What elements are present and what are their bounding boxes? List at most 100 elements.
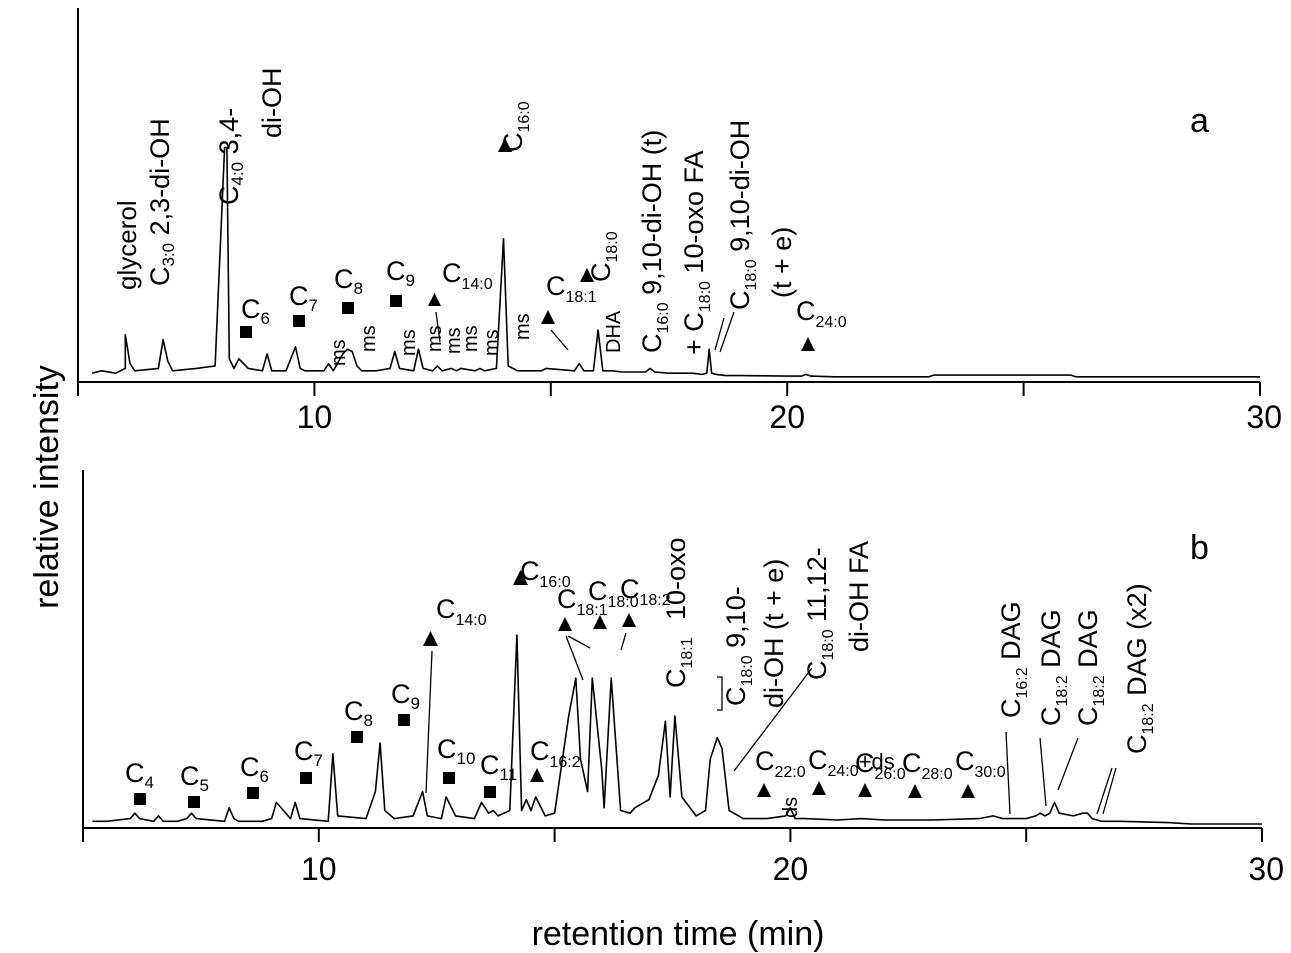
annot-a-c9: C9 — [386, 256, 415, 290]
triangle-marker — [530, 768, 544, 782]
triangle-marker — [541, 310, 555, 324]
leader-line — [435, 311, 441, 343]
y-axis-title: relative intensity — [28, 365, 66, 609]
square-marker — [188, 796, 200, 808]
leader-line — [1057, 737, 1079, 791]
leader-line — [550, 329, 569, 351]
leader-line — [620, 632, 627, 651]
annot-b-c22: C22:0 — [755, 746, 806, 781]
square-marker — [293, 315, 305, 327]
panel-b-trace — [92, 634, 1262, 825]
square-marker — [247, 787, 259, 799]
panel-b-x-ticks: 10 20 30 — [82, 828, 1284, 887]
annot-b-c8: C8 — [344, 696, 373, 730]
square-marker — [240, 326, 252, 338]
annot-b-c9: C9 — [391, 679, 420, 713]
annot-a-c18-1: C18:1 — [546, 271, 597, 306]
leader-line — [565, 635, 584, 681]
annot-dag-c16-2: C16:2 DAG — [996, 601, 1031, 718]
triangle-marker — [513, 570, 528, 585]
annot-ms: ms — [481, 329, 503, 356]
annot-c4-diOH-line2: di-OH — [257, 67, 287, 138]
annot-glycerol: glycerol — [112, 200, 142, 290]
leader-line — [1039, 737, 1047, 807]
panel-a-annotations: glycerol C3:0 2,3-di-OH C4:0 3,4- di-OH … — [112, 67, 847, 366]
annot-ds: ds — [780, 797, 802, 818]
annot-b-c6: C6 — [240, 752, 269, 786]
annot-ms: ms — [512, 313, 534, 340]
annot-c18-1112: C18:0 11,12- — [802, 547, 837, 680]
panel-b-label: b — [1190, 529, 1209, 567]
annot-a-c14: C14:0 — [442, 258, 493, 293]
x-tick-label: 10 — [301, 851, 337, 887]
annot-dag-x2: C18:2 DAG (x2) — [1122, 583, 1157, 754]
annot-oxo: 10-oxo — [661, 537, 691, 620]
annot-b-c18-1: C18:1 — [557, 584, 608, 619]
leader-line — [733, 667, 813, 772]
annot-ms: ms — [443, 327, 465, 354]
square-marker — [398, 714, 410, 726]
square-marker — [342, 302, 354, 314]
leader-line — [719, 311, 735, 353]
triangle-marker — [423, 631, 438, 646]
annot-ms: ms — [328, 339, 350, 366]
annot-b-c16-2: C16:2 — [530, 736, 581, 771]
leader-line — [567, 635, 591, 649]
triangle-marker — [622, 613, 636, 627]
annot-te: (t + e) — [767, 227, 797, 298]
triangle-marker — [428, 293, 441, 306]
leader-line — [714, 317, 725, 351]
triangle-marker — [812, 781, 826, 795]
annot-ms: ms — [424, 325, 446, 352]
leader-line — [1102, 767, 1117, 815]
annot-c18-910: C18:0 9,10- — [721, 586, 756, 706]
annot-dag-c18-2b: C18:2 DAG — [1073, 609, 1108, 726]
x-axis-title: retention time (min) — [532, 915, 825, 953]
square-marker — [484, 786, 496, 798]
x-tick-label: 30 — [1248, 851, 1284, 887]
panel-b: 10 20 30 — [82, 470, 1284, 887]
annot-b-c10: C10 — [437, 734, 475, 768]
annot-a-c7: C7 — [289, 281, 318, 315]
annot-a-c16: C16:0 — [498, 101, 533, 152]
triangle-marker — [498, 138, 512, 152]
square-marker — [390, 295, 402, 307]
annot-a-c8: C8 — [334, 264, 363, 298]
panel-b-annotations: C4 C5 C6 C7 C8 C9 C10 C11 C14:0 C16:0 C1… — [125, 537, 1157, 818]
annot-b-c14: C14:0 — [436, 594, 487, 629]
annot-dha: DHA — [603, 310, 625, 353]
annot-b-c16: C16:0 — [520, 556, 571, 591]
annot-c4-diOH: C4:0 3,4- — [214, 108, 247, 205]
annot-b-c7: C7 — [294, 736, 323, 770]
annot-b-c24-ds: C24:0+ds — [808, 745, 895, 780]
square-marker — [300, 772, 312, 784]
annot-b-c28: C28:0 — [902, 748, 953, 783]
annot-c16-910-diOH: C16:0 9,10-di-OH (t) — [637, 130, 672, 353]
annot-ms: ms — [460, 325, 482, 352]
square-marker — [134, 793, 146, 805]
triangle-marker — [558, 617, 572, 631]
annot-a-c18-0: C18:0 — [586, 231, 621, 282]
annot-c3-diOH: C3:0 2,3-di-OH — [145, 118, 178, 286]
square-marker — [351, 731, 363, 743]
annot-ms: ms — [398, 329, 420, 356]
triangle-marker — [593, 615, 607, 629]
panel-a-label: a — [1190, 102, 1209, 140]
annot-c18-1-oxo: C18:1 — [661, 637, 696, 688]
annot-diOH-fa: di-OH FA — [844, 541, 874, 652]
leader-line — [1096, 767, 1113, 815]
annot-a-c6: C6 — [241, 294, 270, 328]
x-tick-label: 10 — [297, 399, 333, 435]
annot-b-c18-0: C18:0 — [588, 576, 639, 611]
x-tick-label: 20 — [769, 399, 805, 435]
annot-ms: ms — [358, 325, 380, 352]
triangle-marker — [858, 783, 872, 797]
leader-line — [1005, 731, 1011, 815]
panel-a: 10 20 30 — [77, 8, 1282, 435]
annot-c18-oxo-fa: + C18:0 10-oxo FA — [679, 150, 714, 355]
annot-c18-910-diOH: C18:0 9,10-di-OH — [725, 120, 760, 310]
annot-b-c18-2: C18:2 — [620, 574, 671, 609]
annot-b-c4: C4 — [125, 758, 154, 792]
annot-diOH-te: di-OH (t + e) — [759, 559, 789, 708]
